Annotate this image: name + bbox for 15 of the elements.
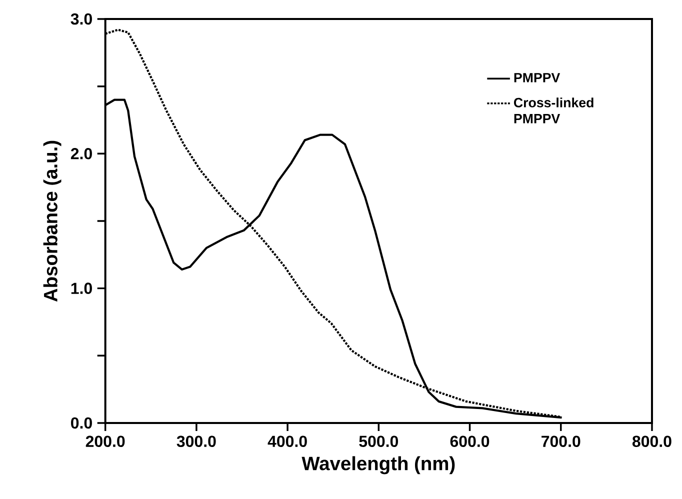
x-tick-label: 200.0 (86, 436, 125, 448)
x-tick-label: 600.0 (450, 436, 490, 448)
legend-label: PMPPV (514, 73, 560, 82)
x-tick-label: 700.0 (542, 436, 580, 448)
x-tick-label: 500.0 (359, 436, 398, 448)
y-axis-title: Absorbance (a.u.) (43, 140, 62, 302)
y-tick-label: 1.0 (71, 282, 92, 294)
legend-label: Cross-linked PMPPV (514, 98, 594, 124)
y-tick-label: 3.0 (70, 13, 92, 25)
y-tick-label: 2.0 (70, 148, 92, 160)
x-axis-title: Wavelength (nm) (302, 456, 455, 474)
x-tick-label: 400.0 (268, 436, 307, 448)
x-tick-label: 300.0 (176, 436, 216, 448)
y-tick-label: 0.0 (71, 417, 92, 429)
x-tick-label: 800.0 (632, 436, 672, 448)
